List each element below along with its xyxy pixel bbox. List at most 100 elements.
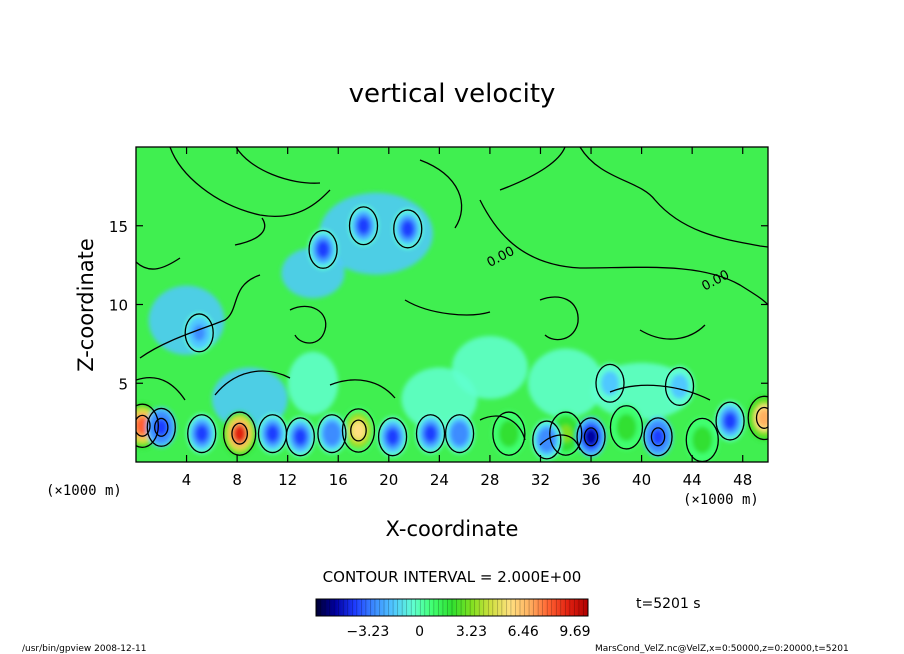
feature-contour [444,414,475,454]
colorbar-ticks: −3.23 0 3.23 6.46 9.69 [346,624,590,640]
updraft-core [619,418,633,437]
downdraft-core [401,220,414,237]
feature-contour [664,366,695,406]
downdraft-core [195,425,208,442]
colorbar-stripes [320,599,584,616]
downdraft-core [386,428,399,445]
feature-contour [747,395,768,441]
x-tick-label: 4 [182,471,192,489]
x-tick-label: 32 [531,471,550,489]
downdraft-core [724,412,737,430]
contour-line [234,217,266,246]
y-tick-label: 5 [118,375,128,393]
contour-line [479,199,768,306]
feature-contour-inner [154,417,169,437]
colorbar-gradient [316,599,588,616]
feature-contour [609,405,644,450]
updraft-core [233,424,247,443]
feature-contour [643,417,673,457]
x-unit-right: (×1000 m) [683,492,759,508]
feature-contour [492,411,526,456]
contour-line [169,147,331,217]
contour-line [639,324,706,340]
contour-line [479,415,526,441]
x-tick-label: 48 [733,471,752,489]
contour-line [289,305,327,344]
downdraft-core [424,425,437,442]
feature-contour [146,407,176,447]
feature-contour [317,414,347,454]
contour-line [136,376,186,401]
feature-contour [222,411,257,456]
x-tick-label: 12 [278,471,297,489]
downdraft-core [325,425,338,442]
y-tick-label: 10 [109,297,128,315]
feature-contour [377,417,408,457]
y-axis-title: Z-coordinate [74,238,98,372]
contour-line [579,147,768,248]
feature-contour [532,420,562,460]
downdraft-core [357,217,370,234]
feature-contour-inner [136,414,151,437]
feature-contour [285,417,315,457]
feature-contour [341,408,376,453]
chart-title: vertical velocity [349,79,556,109]
feature-contour [184,313,214,353]
feature-contour [715,401,745,441]
feature-contour [308,229,338,269]
feature-contour-inner [231,422,248,445]
contour-lines [136,147,768,462]
colorbar: −3.23 0 3.23 6.46 9.69 [315,598,591,640]
x-tick-label: 44 [683,471,702,489]
time-label: t=5201 s [636,596,701,612]
downdraft-core [652,428,665,445]
contour-line [499,147,566,191]
updraft-core [351,421,365,440]
downdraft-core [317,241,330,258]
downdraft-core [604,375,616,392]
feature-contour [595,363,625,403]
feature-contour-inner [650,427,666,447]
updraft-core [559,424,573,443]
colorbar-tick-label: 6.46 [508,624,539,640]
field-band [527,348,604,418]
colorbar-tick-label: 3.23 [456,624,487,640]
downdraft-core [673,378,686,395]
feature-contour-inner [583,427,599,447]
feature-contour [136,403,159,449]
feature-contour [348,206,379,246]
contour-interval-label: CONTOUR INTERVAL = 2.000E+00 [323,568,582,586]
plot-area: 0.000.00 [136,147,768,462]
x-tick-label: 8 [232,471,242,489]
feature-contour [187,414,217,454]
contour-line [136,257,181,270]
contour-line [404,299,491,316]
contour-line [419,159,463,229]
footer-left: /usr/bin/gpview 2008-12-11 [22,644,146,654]
contour-line [139,274,261,359]
colorbar-frame [315,598,589,617]
x-tick-label: 24 [430,471,449,489]
x-tick-label: 20 [379,471,398,489]
footer-right: MarsCond_VelZ.nc@VelZ,x=0:50000,z=0:2000… [595,644,849,654]
feature-contour [393,209,423,249]
x-tick-label: 28 [480,471,499,489]
field-band [287,351,339,415]
feature-contour [549,411,583,456]
x-unit-left: (×1000 m) [46,483,122,499]
field-band [148,285,225,355]
updraft-core [695,431,709,449]
y-tick-label: 15 [109,218,128,236]
feature-contour [415,414,446,454]
x-tick-label: 40 [632,471,651,489]
updraft-core [757,409,768,427]
updraft-core [502,424,516,443]
contour-line [214,370,291,396]
contour-line [609,384,711,401]
downdraft-core [266,425,279,442]
x-axis-title: X-coordinate [386,517,519,541]
contour-line [235,147,321,184]
feature-contour-inner [350,419,367,442]
